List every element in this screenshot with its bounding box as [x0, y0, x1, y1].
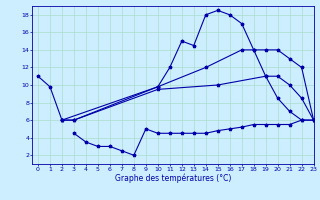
X-axis label: Graphe des températures (°C): Graphe des températures (°C) [115, 173, 231, 183]
